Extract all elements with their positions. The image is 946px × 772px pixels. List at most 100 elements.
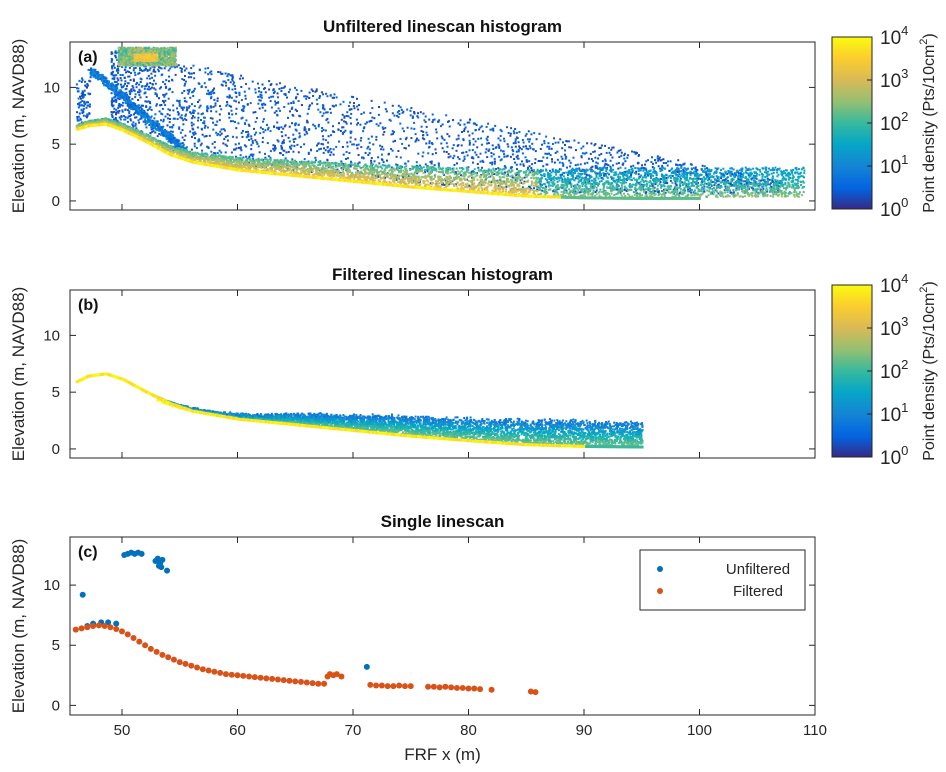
density-cell bbox=[113, 88, 115, 91]
density-cell bbox=[623, 157, 626, 160]
density-cell bbox=[125, 91, 128, 94]
density-cell bbox=[94, 68, 97, 71]
density-cell bbox=[465, 151, 468, 153]
density-cell bbox=[280, 90, 283, 92]
density-cell bbox=[414, 133, 417, 136]
density-cell bbox=[125, 60, 128, 63]
density-cell bbox=[368, 148, 371, 151]
density-cell bbox=[162, 80, 165, 83]
density-cell bbox=[164, 86, 167, 89]
density-cell bbox=[279, 109, 281, 112]
density-cell bbox=[273, 90, 276, 93]
density-cell bbox=[123, 76, 126, 79]
density-cell bbox=[117, 107, 120, 109]
density-cell bbox=[729, 182, 732, 185]
heatmap-cells bbox=[75, 46, 806, 200]
density-cell bbox=[222, 142, 225, 145]
density-cell bbox=[135, 57, 138, 60]
density-cell bbox=[151, 59, 154, 62]
density-cell bbox=[492, 148, 495, 150]
density-cell bbox=[716, 177, 719, 180]
density-cell bbox=[264, 91, 267, 94]
density-cell bbox=[210, 73, 213, 76]
density-cell bbox=[81, 79, 84, 81]
y-axis-label: Elevation (m, NAVD88) bbox=[9, 39, 28, 213]
density-cell bbox=[110, 113, 113, 116]
density-cell bbox=[171, 48, 174, 51]
density-cell bbox=[457, 144, 460, 147]
density-cell bbox=[111, 104, 114, 107]
density-cell bbox=[83, 102, 86, 105]
density-cell bbox=[486, 142, 489, 145]
density-cell bbox=[381, 171, 384, 174]
density-cell bbox=[136, 111, 139, 114]
density-cell bbox=[141, 112, 144, 114]
density-cell bbox=[115, 118, 118, 121]
density-cell bbox=[116, 77, 119, 80]
density-cell bbox=[361, 156, 364, 159]
density-cell bbox=[114, 50, 117, 53]
density-cell bbox=[558, 168, 561, 171]
density-cell bbox=[310, 88, 313, 91]
density-cell bbox=[170, 78, 173, 81]
density-cell bbox=[150, 108, 153, 111]
density-cell bbox=[676, 171, 679, 173]
density-cell bbox=[440, 125, 442, 128]
density-cell bbox=[128, 101, 131, 104]
density-cell bbox=[111, 115, 114, 117]
density-cell bbox=[132, 86, 135, 89]
density-cell bbox=[149, 106, 152, 109]
density-cell bbox=[161, 132, 164, 134]
density-cell bbox=[143, 116, 146, 119]
density-cell bbox=[248, 124, 251, 127]
density-cell bbox=[376, 175, 379, 178]
density-cell bbox=[81, 77, 83, 80]
density-cell bbox=[283, 141, 285, 144]
density-cell bbox=[478, 128, 481, 131]
density-cell bbox=[136, 51, 139, 54]
density-cell bbox=[78, 104, 81, 107]
density-cell bbox=[413, 111, 416, 113]
density-cell bbox=[322, 151, 325, 154]
density-cell bbox=[369, 112, 372, 115]
density-cell bbox=[140, 85, 143, 88]
density-cell bbox=[329, 94, 332, 97]
density-cell bbox=[175, 46, 177, 49]
density-cell bbox=[173, 48, 176, 51]
density-cell bbox=[209, 105, 212, 108]
density-cell bbox=[183, 90, 186, 92]
density-cell bbox=[666, 164, 669, 167]
density-cell bbox=[152, 68, 155, 71]
density-cell bbox=[173, 56, 176, 59]
density-cell bbox=[143, 48, 146, 51]
density-cell bbox=[150, 53, 153, 56]
density-cell bbox=[148, 77, 151, 80]
density-cell bbox=[114, 88, 117, 91]
density-cell bbox=[609, 153, 612, 156]
density-cell bbox=[146, 121, 148, 124]
density-cell bbox=[166, 64, 169, 67]
density-cell bbox=[286, 96, 288, 99]
density-cell bbox=[162, 118, 165, 121]
density-cell bbox=[254, 88, 257, 91]
density-cell bbox=[109, 85, 112, 88]
density-cell bbox=[117, 92, 120, 95]
density-cell bbox=[608, 151, 611, 154]
density-cell bbox=[431, 143, 434, 146]
density-cell bbox=[240, 99, 243, 102]
density-cell bbox=[290, 144, 293, 147]
density-cell bbox=[462, 139, 465, 142]
density-cell bbox=[306, 121, 309, 124]
density-cell bbox=[720, 177, 723, 180]
density-cell bbox=[533, 187, 535, 190]
density-cell bbox=[159, 57, 162, 60]
density-cell bbox=[193, 87, 196, 90]
density-cell bbox=[169, 51, 172, 54]
density-cell bbox=[119, 77, 122, 80]
density-cell bbox=[118, 109, 121, 112]
density-cell bbox=[338, 122, 340, 125]
density-cell bbox=[750, 186, 753, 189]
density-cell bbox=[312, 123, 315, 126]
density-cell bbox=[562, 163, 565, 166]
density-cell bbox=[122, 62, 125, 65]
